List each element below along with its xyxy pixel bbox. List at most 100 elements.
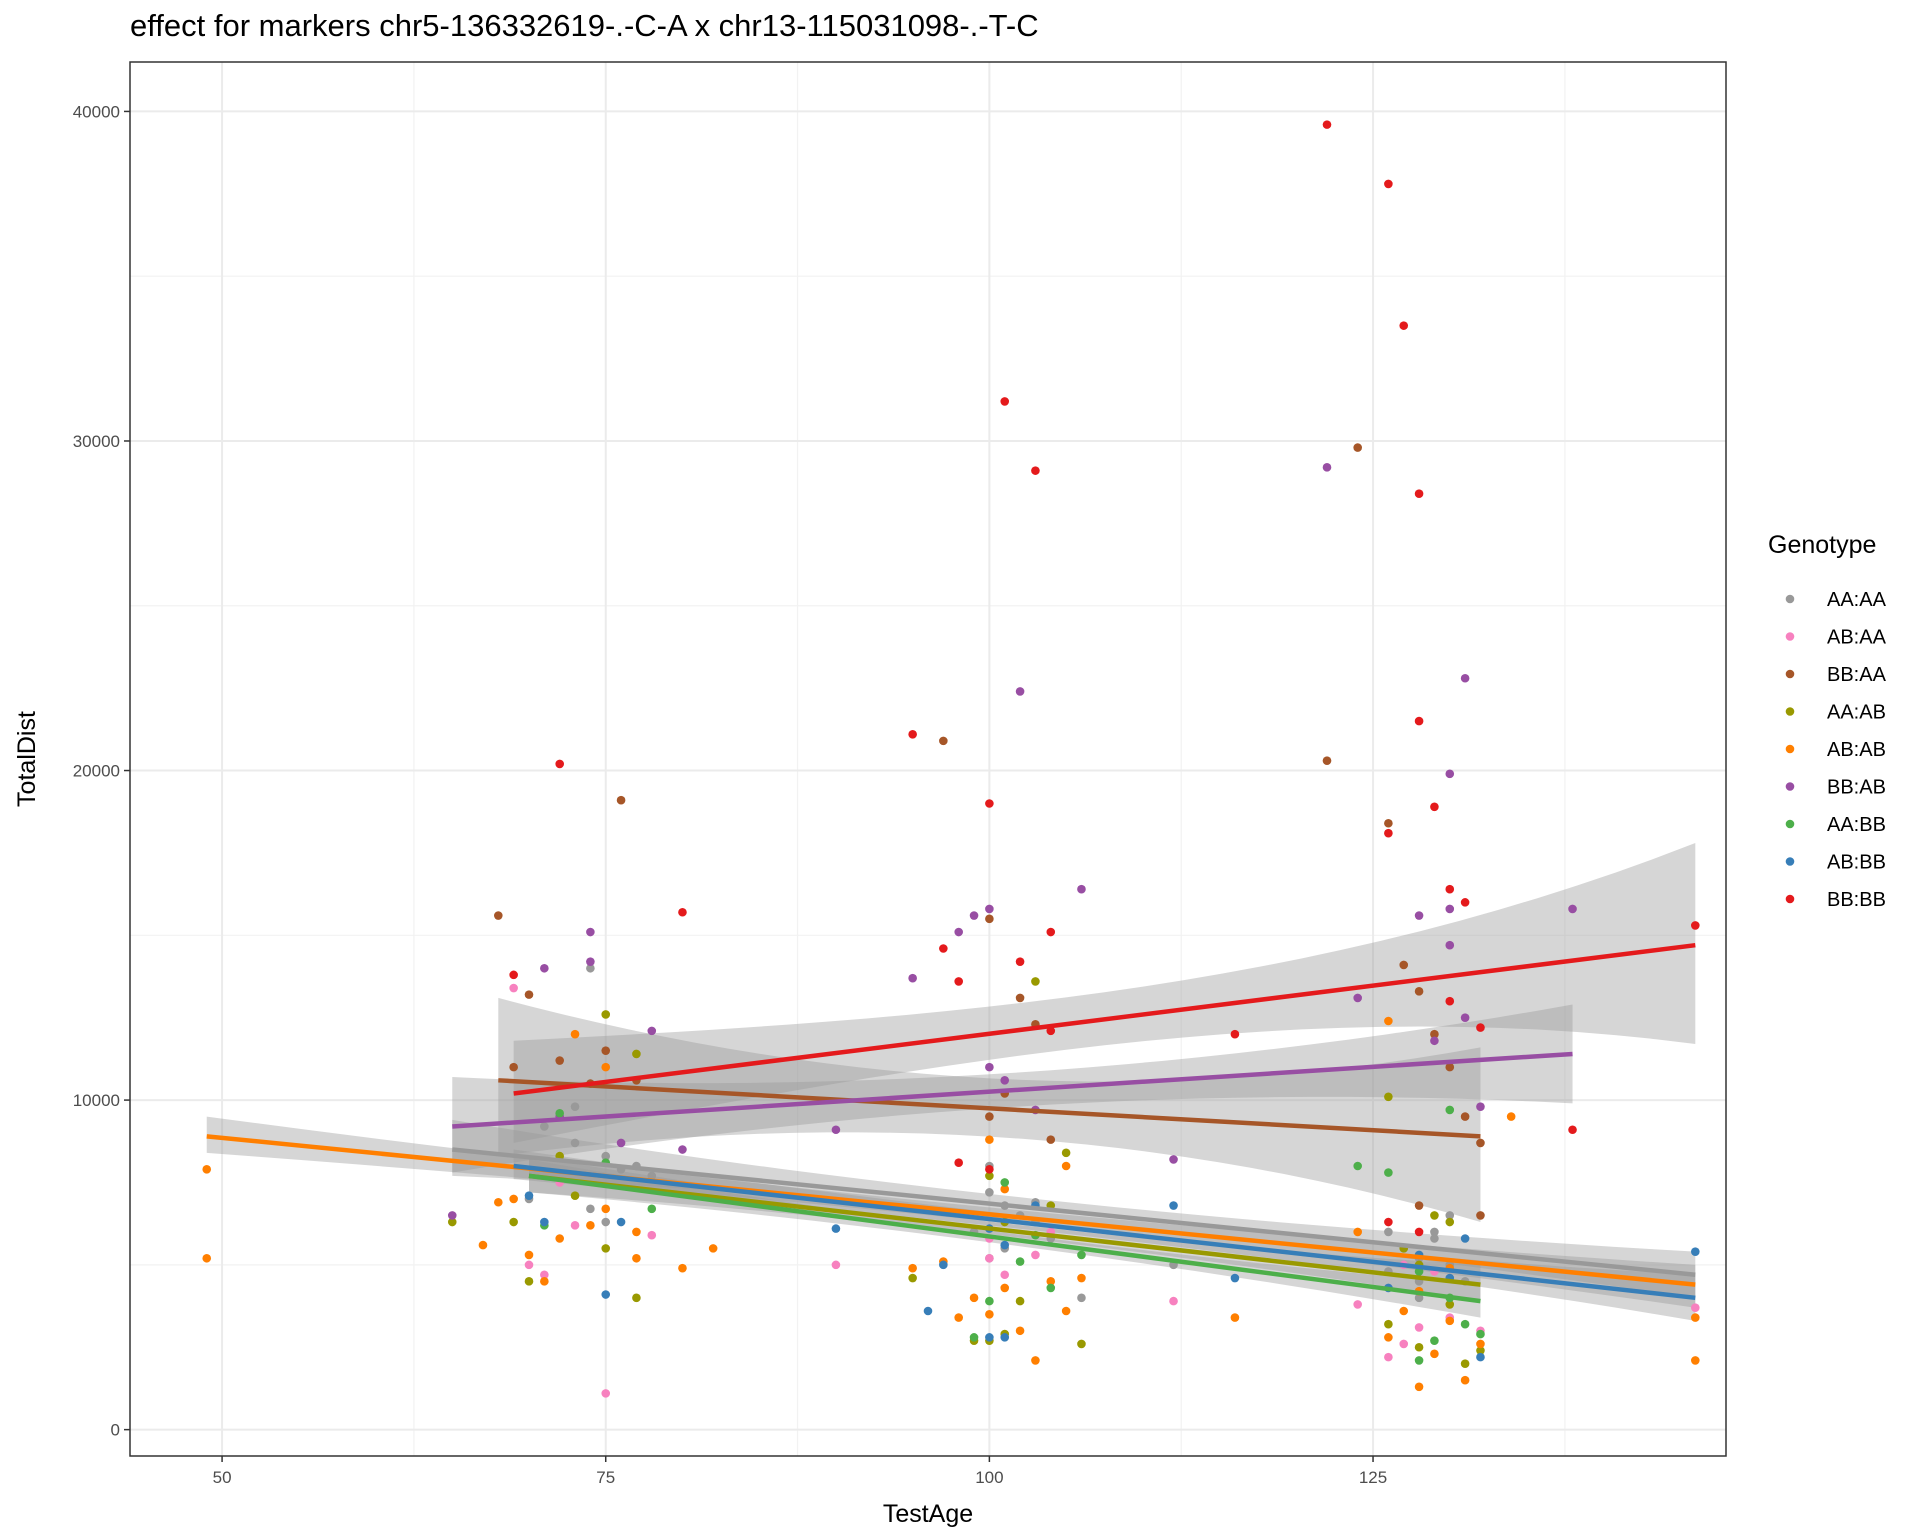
data-point-bb-ab (540, 963, 549, 973)
data-point-bb-ab (1445, 904, 1455, 914)
confidence-band-ab-bb (513, 1149, 1696, 1321)
legend-key (1785, 857, 1795, 866)
y-tick-label: 40000 (73, 102, 120, 121)
data-point-bb-ab (1000, 1076, 1010, 1085)
y-tick-label: 30000 (73, 432, 120, 451)
data-point-aa-ab (1414, 1342, 1424, 1352)
data-point-ab-bb (1000, 1333, 1010, 1342)
data-point-bb-bb (1046, 927, 1056, 937)
data-point-ab-ab (969, 1293, 979, 1303)
data-point-bb-bb (1691, 921, 1700, 930)
data-point-aa-ab (524, 1277, 534, 1286)
data-point-ab-aa (1414, 1323, 1424, 1332)
data-point-aa-bb (1015, 1257, 1025, 1266)
data-point-ab-bb (1691, 1247, 1700, 1256)
data-point-ab-ab (1061, 1161, 1071, 1171)
data-point-bb-ab (1414, 911, 1424, 920)
data-point-bb-ab (678, 1145, 687, 1154)
data-point-bb-ab (831, 1125, 841, 1135)
data-point-aa-ab (1460, 1359, 1470, 1369)
data-point-bb-ab (447, 1211, 457, 1220)
data-point-aa-aa (586, 1204, 595, 1214)
legend-key (1785, 744, 1795, 754)
data-point-bb-aa (1322, 756, 1332, 765)
data-point-aa-aa (1430, 1227, 1439, 1237)
data-point-ab-bb (1460, 1234, 1470, 1243)
data-point-ab-ab (1691, 1356, 1700, 1365)
confidence-band-bb-bb (513, 843, 1696, 1143)
data-point-bb-ab (1568, 904, 1577, 914)
data-point-ab-aa (1399, 1339, 1409, 1349)
data-point-ab-ab (601, 1062, 611, 1072)
legend: Genotype AA:AAAB:AABB:AAAA:ABAB:ABBB:ABA… (1768, 531, 1887, 911)
data-point-ab-ab (708, 1244, 718, 1253)
data-point-aa-ab (509, 1217, 518, 1227)
data-point-aa-ab (1445, 1217, 1455, 1227)
data-point-bb-ab (985, 904, 994, 914)
legend-label: AB:AB (1827, 739, 1886, 761)
data-point-ab-ab (1476, 1339, 1485, 1349)
data-point-bb-aa (1476, 1138, 1485, 1148)
data-point-ab-ab (1399, 1306, 1409, 1316)
data-point-bb-aa (1046, 1135, 1056, 1144)
data-point-bb-bb (1414, 489, 1424, 499)
data-point-aa-ab (1384, 1319, 1393, 1329)
x-tick-label: 50 (213, 1468, 232, 1487)
data-point-ab-bb (524, 1191, 534, 1200)
data-point-bb-bb (1460, 898, 1470, 907)
data-point-aa-ab (601, 1010, 611, 1019)
data-point-aa-aa (1077, 1293, 1086, 1303)
data-point-bb-aa (1460, 1112, 1470, 1121)
data-point-bb-aa (1445, 1062, 1455, 1072)
data-point-ab-ab (202, 1253, 212, 1263)
trend-line-ab-bb (513, 1163, 1696, 1301)
data-point-ab-ab (1691, 1313, 1700, 1322)
data-point-bb-aa (985, 914, 994, 924)
data-point-bb-ab (586, 927, 595, 937)
data-point-aa-bb (985, 1296, 994, 1306)
data-point-aa-bb (1460, 1319, 1470, 1329)
data-point-ab-aa (1691, 1303, 1700, 1313)
data-point-ab-ab (1384, 1016, 1393, 1026)
data-point-bb-ab (1460, 673, 1470, 683)
data-point-bb-aa (939, 736, 948, 746)
legend-key (1785, 819, 1795, 829)
data-point-ab-ab (524, 1250, 534, 1260)
data-point-bb-bb (1568, 1125, 1577, 1135)
data-point-ab-bb (939, 1260, 948, 1270)
data-point-aa-bb (1476, 1329, 1485, 1339)
data-point-aa-bb (1077, 1250, 1086, 1260)
data-point-bb-bb (985, 799, 994, 808)
data-point-bb-ab (1430, 1036, 1439, 1046)
legend-label: AA:BB (1827, 814, 1886, 836)
data-point-bb-bb (1046, 1026, 1056, 1036)
data-point-ab-ab (1460, 1375, 1470, 1385)
data-point-bb-aa (1384, 818, 1393, 828)
data-point-ab-ab (1077, 1273, 1086, 1283)
trend-lines (206, 942, 1696, 1304)
data-point-bb-ab (969, 911, 979, 920)
data-point-bb-bb (1445, 996, 1455, 1006)
data-point-aa-ab (447, 1217, 457, 1227)
chart-title: effect for markers chr5-136332619-.-C-A … (130, 8, 1039, 43)
data-point-aa-aa (570, 1138, 580, 1148)
data-point-bb-ab (1476, 1102, 1485, 1111)
data-point-bb-bb (1031, 466, 1040, 475)
data-point-ab-ab (1015, 1326, 1025, 1336)
data-point-ab-bb (1000, 1240, 1010, 1250)
data-point-ab-ab (954, 1313, 963, 1322)
x-tick-label: 75 (596, 1468, 615, 1487)
data-point-ab-ab (1414, 1382, 1424, 1392)
legend-key (1785, 782, 1795, 791)
legend-title: Genotype (1768, 531, 1876, 559)
x-tick-label: 125 (1359, 1468, 1387, 1487)
data-point-aa-ab (1061, 1148, 1071, 1158)
data-point-bb-bb (1015, 957, 1025, 966)
data-point-ab-ab (1230, 1313, 1240, 1322)
legend-key (1785, 632, 1795, 641)
data-point-aa-aa (601, 1217, 611, 1227)
data-point-ab-ab (632, 1253, 641, 1263)
data-point-bb-bb (1445, 884, 1455, 894)
legend-key (1785, 669, 1795, 679)
data-point-bb-ab (1445, 769, 1455, 779)
